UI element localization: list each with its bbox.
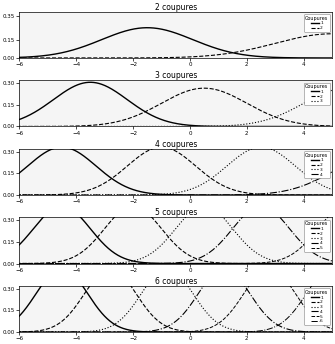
Title: 6 coupures: 6 coupures	[154, 277, 197, 286]
Title: 4 coupures: 4 coupures	[154, 140, 197, 149]
Legend: 1, 2, 3, 4: 1, 2, 3, 4	[304, 151, 330, 178]
Title: 3 coupures: 3 coupures	[154, 71, 197, 80]
Legend: 1, 2: 1, 2	[304, 14, 330, 32]
Title: 5 coupures: 5 coupures	[154, 208, 197, 217]
Legend: 1, 2, 3, 4, 5, 6: 1, 2, 3, 4, 5, 6	[304, 288, 330, 325]
Title: 2 coupures: 2 coupures	[154, 3, 197, 12]
Legend: 1, 2, 3: 1, 2, 3	[304, 83, 330, 105]
Legend: 1, 2, 3, 4, 5: 1, 2, 3, 4, 5	[304, 220, 330, 252]
